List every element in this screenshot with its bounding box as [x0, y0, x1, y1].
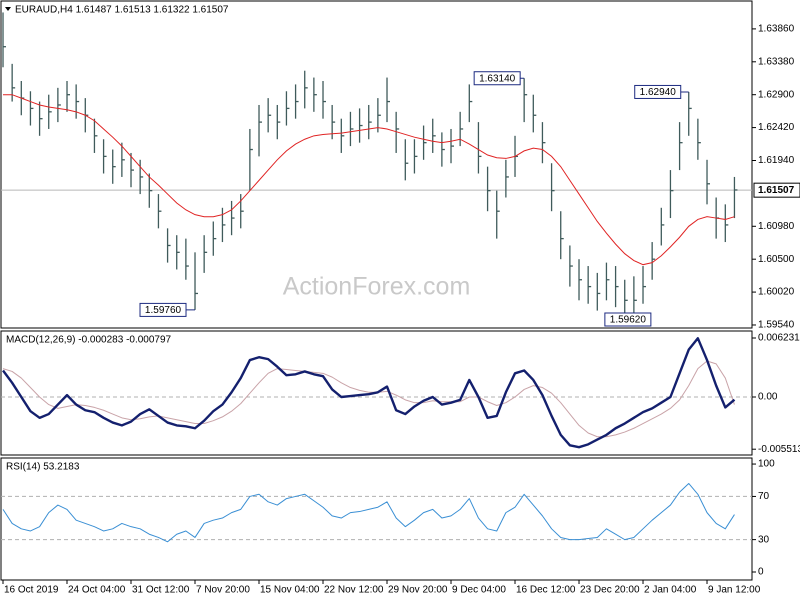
y-tick-label: 1.63380 — [758, 56, 795, 67]
annotation-label: 1.63140 — [479, 73, 516, 84]
annotation-box — [604, 312, 652, 327]
annotation-box — [473, 71, 521, 86]
x-tick-label: 23 Dec 20:00 — [580, 585, 640, 596]
indicator-line — [2, 337, 736, 449]
annotation-box — [139, 302, 187, 317]
x-tick-label: 29 Nov 20:00 — [388, 585, 448, 596]
panel-title: RSI(14) 53.2183 — [6, 462, 80, 473]
y-tick-label: 1.61940 — [758, 155, 795, 166]
indicator-line — [2, 482, 735, 543]
y-tick-label: 0.006231 — [758, 333, 800, 344]
y-tick-label: 1.63860 — [758, 24, 795, 35]
rsi-panel — [0, 457, 753, 581]
y-tick-label: -0.005513 — [758, 444, 800, 455]
y-tick-label: 100 — [758, 459, 775, 470]
panel-title: EURAUD,H4 1.61487 1.61513 1.61322 1.6150… — [15, 5, 229, 16]
annotation-label: 1.62940 — [640, 87, 677, 98]
x-tick-label: 22 Nov 12:00 — [324, 585, 384, 596]
annotation-label: 1.59620 — [610, 315, 647, 326]
y-tick-label: 1.60020 — [758, 287, 795, 298]
price-label: 1.61507 — [758, 185, 795, 196]
macd-panel — [0, 330, 753, 456]
menu-arrow[interactable] — [5, 7, 11, 11]
price-panel — [0, 0, 753, 329]
y-tick-label: 0 — [758, 567, 764, 578]
indicator-line — [2, 360, 735, 438]
panel-title: MACD(12,26,9) -0.000283 -0.000797 — [6, 335, 172, 346]
x-tick-label: 16 Oct 2019 — [4, 585, 59, 596]
annotation-box — [634, 84, 682, 99]
x-tick-label: 2 Jan 04:00 — [644, 585, 697, 596]
x-tick-label: 24 Oct 04:00 — [68, 585, 126, 596]
y-tick-label: 1.59540 — [758, 320, 795, 331]
moving-average — [3, 94, 735, 266]
y-tick-label: 30 — [758, 534, 770, 545]
y-tick-label: 0.00 — [758, 392, 778, 403]
x-tick-label: 31 Oct 12:00 — [132, 585, 190, 596]
annotation-label: 1.59760 — [145, 305, 182, 316]
x-tick-label: 9 Jan 12:00 — [708, 585, 761, 596]
x-tick-label: 7 Nov 20:00 — [196, 585, 250, 596]
x-tick-label: 16 Dec 12:00 — [516, 585, 576, 596]
x-tick-label: 9 Dec 04:00 — [452, 585, 506, 596]
watermark: ActionForex.com — [283, 273, 471, 301]
x-tick-label: 15 Nov 04:00 — [260, 585, 320, 596]
y-tick-label: 70 — [758, 491, 770, 502]
y-tick-label: 1.62900 — [758, 89, 795, 100]
y-tick-label: 1.62420 — [758, 122, 795, 133]
price-label-box — [753, 182, 800, 198]
y-tick-label: 1.60980 — [758, 221, 795, 232]
y-tick-label: 1.60500 — [758, 254, 795, 265]
